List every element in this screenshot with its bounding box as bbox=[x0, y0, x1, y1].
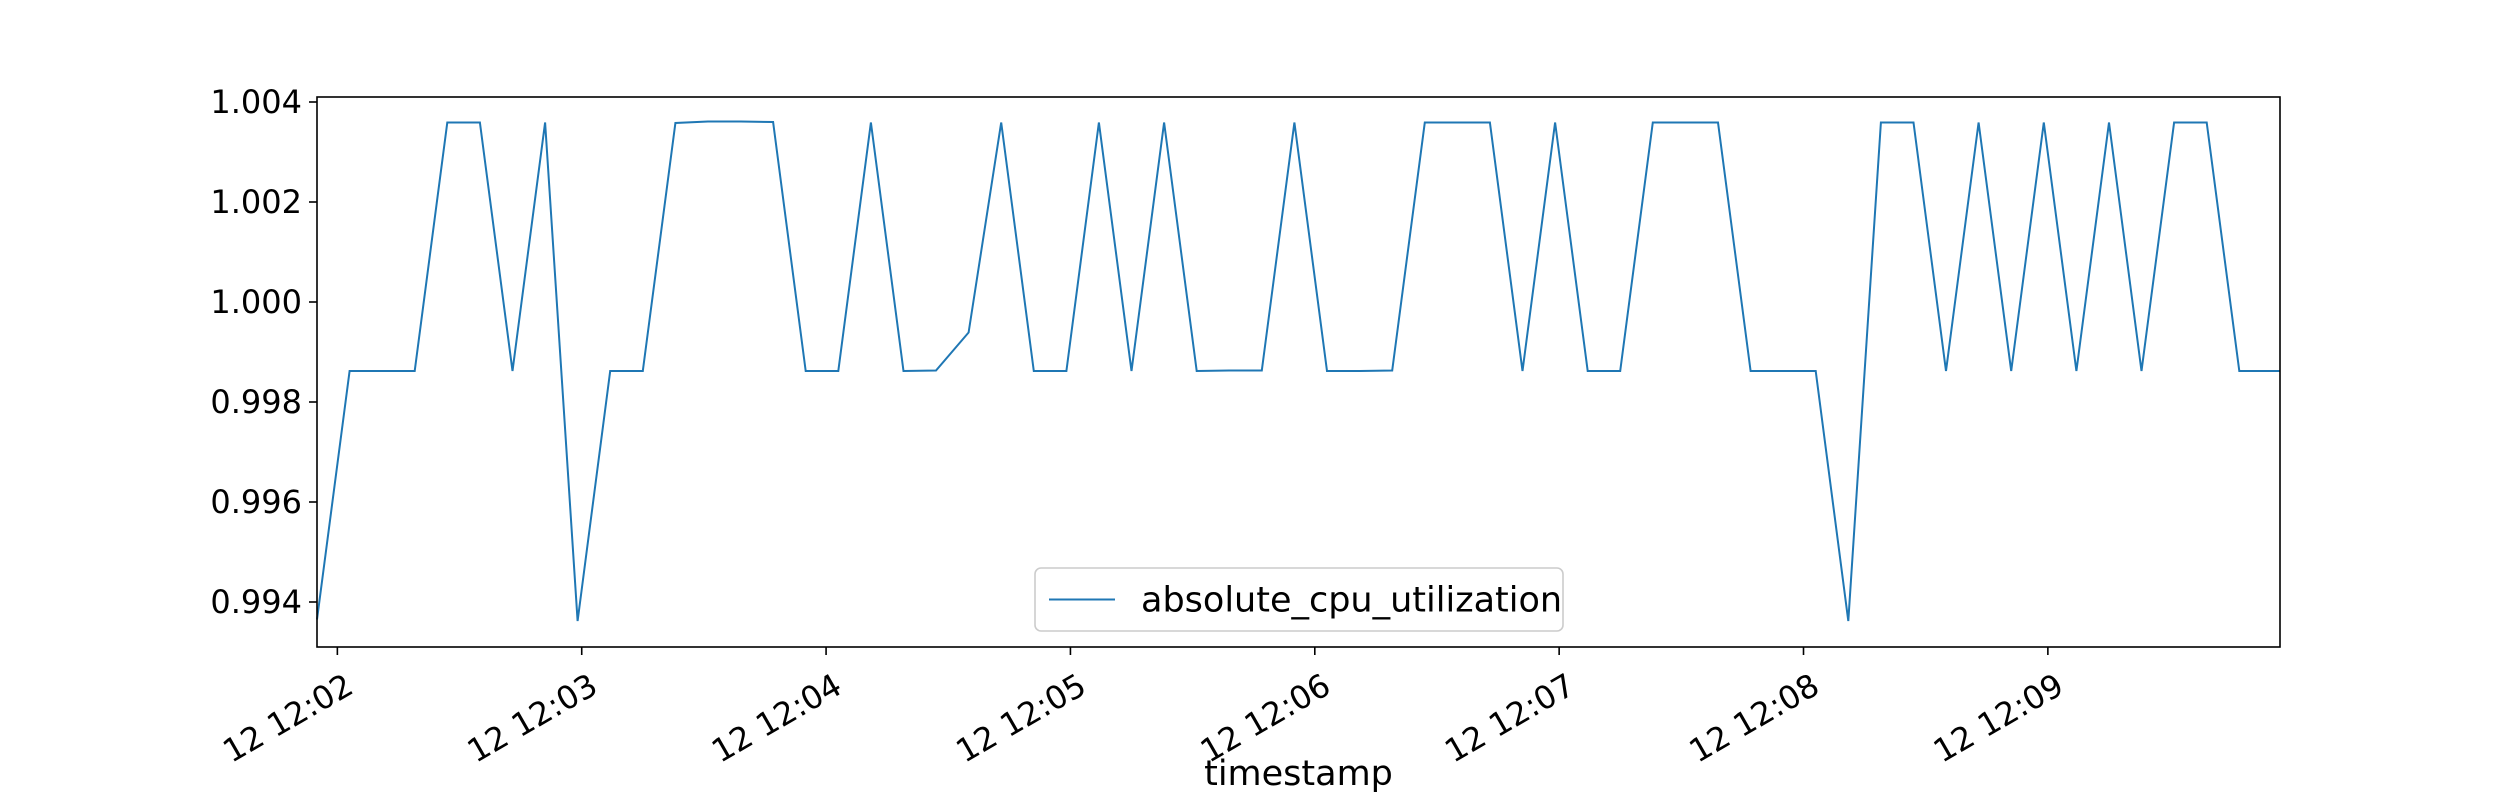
x-tick-label: 12 12:04 bbox=[705, 666, 848, 770]
x-tick-label: 12 12:02 bbox=[216, 666, 359, 770]
x-tick-label: 12 12:07 bbox=[1438, 666, 1581, 770]
legend-label: absolute_cpu_utilization bbox=[1141, 581, 1562, 621]
x-axis-title: timestamp bbox=[1204, 754, 1393, 794]
y-tick-label: 0.994 bbox=[210, 583, 302, 621]
x-tick-label: 12 12:09 bbox=[1927, 666, 2070, 770]
series-line-absolute-cpu-utilization bbox=[316, 120, 2280, 622]
legend-box bbox=[1034, 567, 1564, 632]
legend: absolute_cpu_utilization bbox=[1034, 567, 1564, 632]
x-tick-label: 12 12:03 bbox=[461, 666, 604, 770]
y-tick-label: 1.002 bbox=[210, 183, 302, 221]
plot-frame bbox=[316, 96, 2281, 648]
x-tick-label: 12 12:05 bbox=[949, 666, 1092, 770]
y-tick-label: 0.996 bbox=[210, 483, 302, 521]
y-tick-label: 1.000 bbox=[210, 283, 302, 321]
y-tick-label: 1.004 bbox=[210, 83, 302, 121]
x-tick-label: 12 12:08 bbox=[1683, 666, 1826, 770]
y-axis-ticks: 0.994 0.996 0.998 1.000 1.002 1.004 bbox=[210, 83, 317, 621]
y-tick-label: 0.998 bbox=[210, 383, 302, 421]
x-axis-ticks: 12 12:02 12 12:03 12 12:04 12 12:05 12 12:06… bbox=[216, 647, 2070, 770]
